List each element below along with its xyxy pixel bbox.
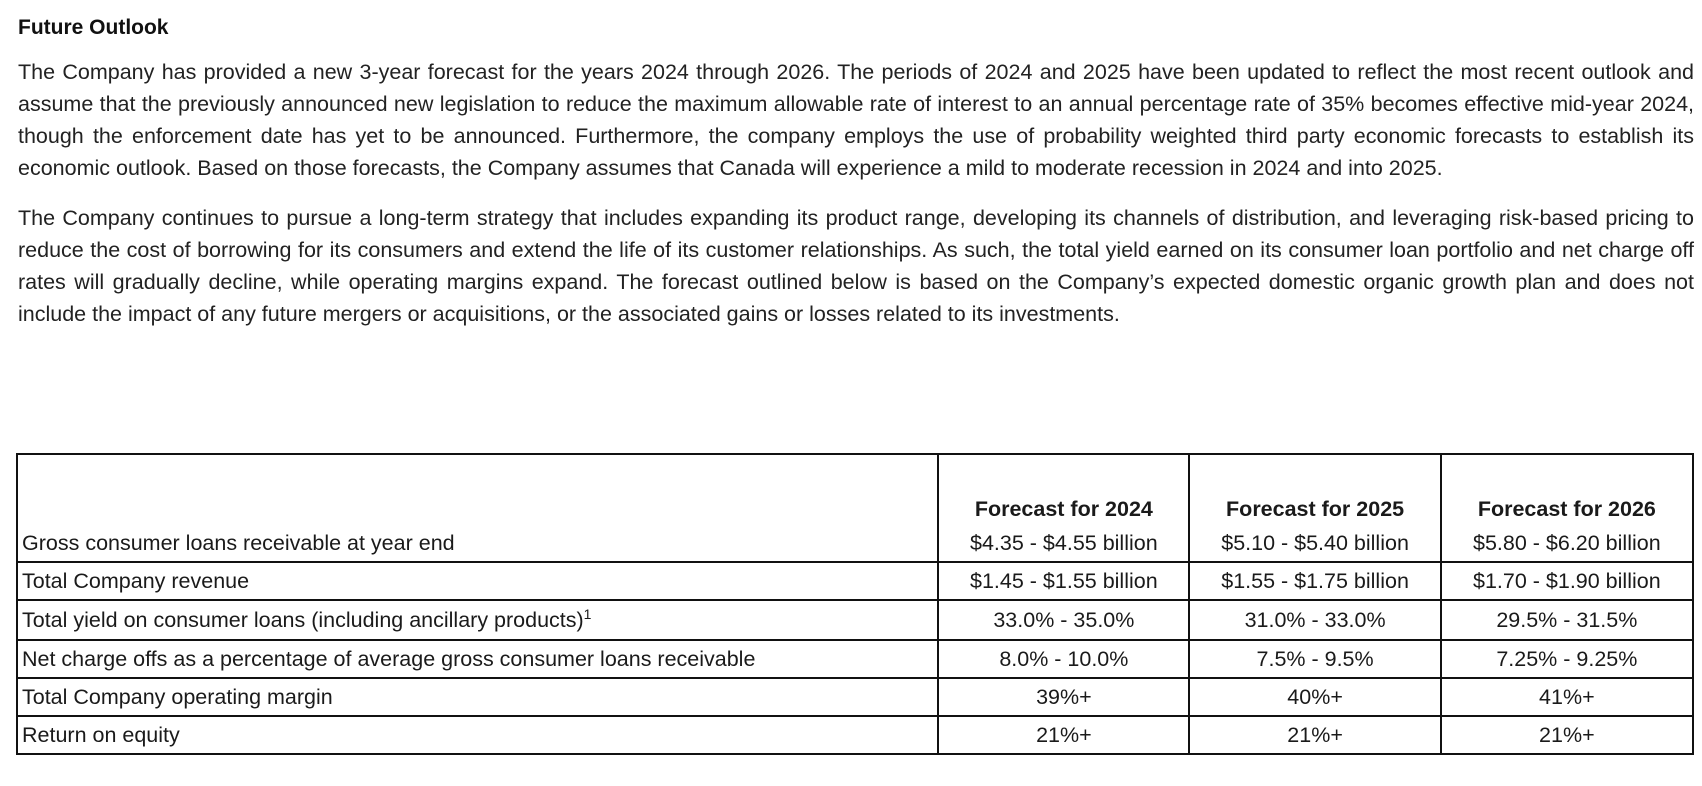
row-label: Total yield on consumer loans (including…: [22, 608, 584, 632]
row-value-2024: 33.0% - 35.0%: [937, 599, 1191, 641]
table-row: Return on equity 21%+ 21%+ 21%+: [15, 715, 1695, 755]
table-row: Total yield on consumer loans (including…: [15, 599, 1695, 641]
footnote-marker: 1: [583, 605, 592, 622]
row-label: Net charge offs as a percentage of avera…: [15, 639, 940, 679]
paragraph-strategy: The Company continues to pursue a long-t…: [18, 206, 1694, 326]
row-value-2024: $4.35 - $4.55 billion: [937, 525, 1191, 563]
row-value-2025: $5.10 - $5.40 billion: [1188, 525, 1442, 563]
row-value-2026: 29.5% - 31.5%: [1439, 599, 1695, 641]
table-row: Gross consumer loans receivable at year …: [15, 525, 1695, 563]
row-value-2026: 7.25% - 9.25%: [1439, 639, 1695, 679]
row-value-2026: 21%+: [1439, 715, 1695, 755]
forecast-table: Forecast for 2024 Forecast for 2025 Fore…: [15, 453, 1695, 755]
table-row: Net charge offs as a percentage of avera…: [15, 639, 1695, 679]
row-value-2024: 21%+: [937, 715, 1191, 755]
row-value-2025: 31.0% - 33.0%: [1188, 599, 1442, 641]
row-value-2025: 21%+: [1188, 715, 1442, 755]
table-row: Total Company operating margin 39%+ 40%+…: [15, 677, 1695, 717]
row-value-2025: $1.55 - $1.75 billion: [1188, 561, 1442, 601]
row-label: Return on equity: [15, 715, 940, 755]
row-value-2026: $5.80 - $6.20 billion: [1439, 525, 1695, 563]
row-value-2024: 39%+: [937, 677, 1191, 717]
row-value-2026: 41%+: [1439, 677, 1695, 717]
header-2024: Forecast for 2024: [937, 453, 1191, 525]
paragraph-outlook: The Company has provided a new 3-year fo…: [18, 60, 1694, 180]
row-value-2025: 40%+: [1188, 677, 1442, 717]
row-value-2026: $1.70 - $1.90 billion: [1439, 561, 1695, 601]
table-header-row: Forecast for 2024 Forecast for 2025 Fore…: [15, 453, 1695, 525]
row-value-2025: 7.5% - 9.5%: [1188, 639, 1442, 679]
section-title: Future Outlook: [18, 16, 169, 39]
row-value-2024: 8.0% - 10.0%: [937, 639, 1191, 679]
table-row: Total Company revenue $1.45 - $1.55 bill…: [15, 561, 1695, 601]
table-header-empty: [15, 453, 940, 525]
row-value-2024: $1.45 - $1.55 billion: [937, 561, 1191, 601]
row-label-with-footnote: Total yield on consumer loans (including…: [15, 599, 940, 641]
row-label: Total Company operating margin: [15, 677, 940, 717]
row-label: Total Company revenue: [15, 561, 940, 601]
header-2026: Forecast for 2026: [1439, 453, 1695, 525]
row-label: Gross consumer loans receivable at year …: [15, 525, 940, 563]
document-page: Future Outlook The Company has provided …: [18, 14, 1694, 330]
header-2025: Forecast for 2025: [1188, 453, 1442, 525]
